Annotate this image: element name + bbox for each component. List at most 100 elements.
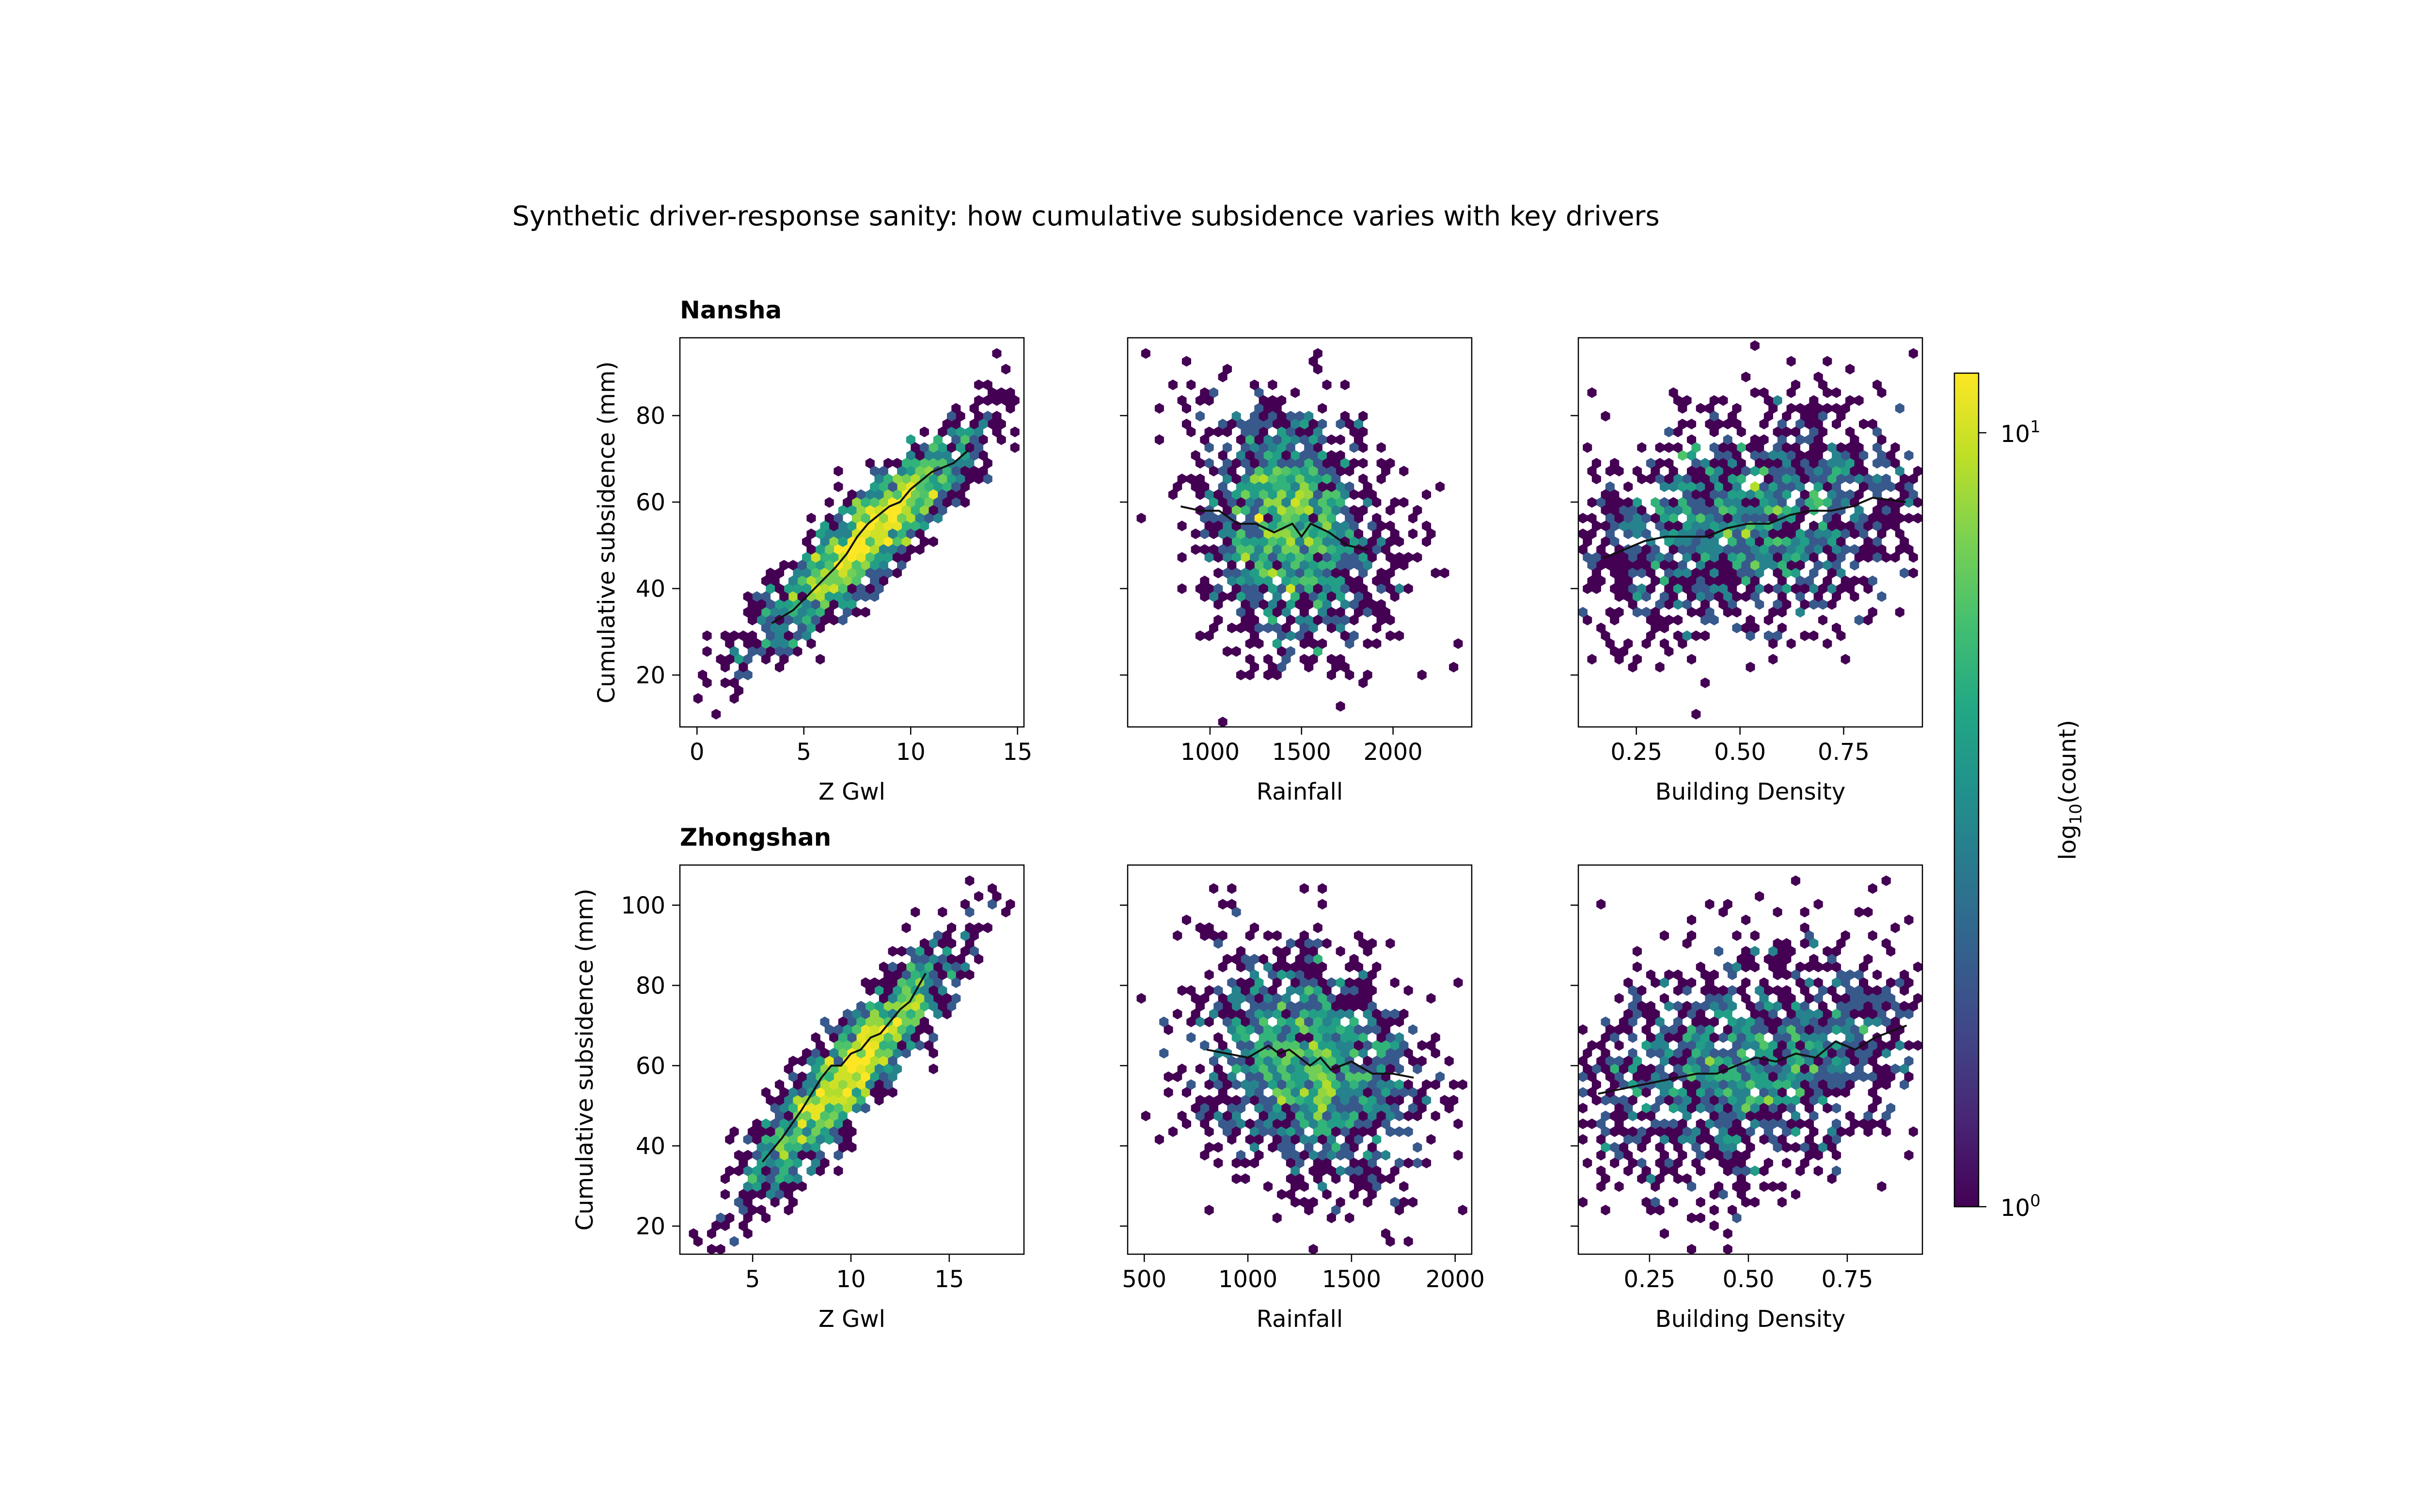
hex-cell	[1177, 395, 1187, 406]
hex-cell	[1286, 1001, 1295, 1012]
hex-cell	[1700, 969, 1710, 980]
hex-cell	[1591, 457, 1601, 469]
hex-cell	[1804, 1134, 1814, 1145]
hex-cell	[1750, 450, 1760, 461]
hex-cell	[856, 1079, 866, 1090]
hex-cell	[924, 961, 934, 973]
hex-cell	[1732, 1181, 1742, 1192]
hex-cell	[1709, 505, 1719, 516]
hex-cell	[1281, 560, 1291, 571]
hex-cell	[1709, 410, 1719, 422]
hex-cell	[1664, 520, 1674, 532]
hex-cell	[1286, 969, 1295, 980]
hex-cell	[1431, 1048, 1440, 1059]
hex-cell	[1623, 1008, 1633, 1020]
hex-cell	[1263, 622, 1273, 633]
hex-cell	[1431, 1110, 1440, 1121]
hex-cell	[865, 552, 875, 563]
hex-cell	[1259, 985, 1268, 996]
hex-cell	[1741, 1197, 1751, 1208]
hex-cell	[1336, 481, 1345, 492]
hex-cell	[1773, 1032, 1782, 1043]
hex-cell	[824, 607, 834, 618]
hex-cell	[784, 1126, 793, 1137]
hex-cell	[1782, 1157, 1792, 1168]
hex-cell	[1623, 513, 1633, 524]
hex-cell	[734, 654, 743, 665]
hex-cell	[1591, 552, 1601, 563]
hex-cell	[1872, 520, 1882, 532]
hex-cell	[1268, 1142, 1277, 1153]
hex-cell	[1881, 520, 1891, 532]
hex-cell	[1286, 1126, 1295, 1137]
hex-cell	[1326, 560, 1336, 571]
hex-cell	[951, 434, 961, 445]
hex-cell	[811, 614, 820, 626]
hex-cell	[1628, 662, 1637, 673]
hex-cell	[897, 560, 907, 571]
hex-cell	[1313, 646, 1322, 657]
hex-cell	[1736, 1079, 1746, 1090]
hex-cell	[1596, 1150, 1606, 1161]
hex-cell	[770, 638, 780, 649]
hex-cell	[1628, 1110, 1637, 1121]
hex-cell	[1682, 473, 1692, 485]
hex-cell	[824, 1102, 834, 1114]
hex-cell	[1322, 473, 1332, 485]
hex-cell	[1385, 1173, 1395, 1184]
hex-cell	[1254, 450, 1264, 461]
hex-cell	[1628, 1063, 1637, 1074]
hex-cell	[1195, 410, 1205, 422]
hex-cell	[1223, 1016, 1232, 1027]
hex-cell	[793, 583, 802, 594]
hex-cell	[1231, 1016, 1241, 1027]
hex-cell	[924, 497, 934, 508]
hex-cell	[1290, 977, 1300, 988]
hex-cell	[1250, 1063, 1259, 1074]
hex-cell	[1223, 1001, 1232, 1012]
hex-cell	[824, 513, 834, 524]
hex-cell	[1682, 985, 1692, 996]
hex-cell	[1385, 614, 1395, 626]
hex-cell	[1349, 536, 1359, 547]
hex-cell	[747, 646, 757, 657]
hex-cell	[761, 638, 771, 649]
hex-cell	[1641, 1134, 1651, 1145]
hex-cell	[1804, 1024, 1814, 1035]
hex-cell	[1290, 466, 1300, 477]
axes-frame	[1127, 864, 1473, 1255]
hex-cell	[1299, 883, 1309, 894]
hex-cell	[1723, 1228, 1732, 1239]
hex-cell	[806, 1055, 816, 1067]
hex-cell	[1583, 1048, 1592, 1059]
hex-cell	[1200, 1040, 1210, 1051]
hex-cell	[1696, 1134, 1705, 1145]
hex-cell	[1177, 1110, 1187, 1121]
hex-cell	[1195, 395, 1205, 406]
hex-cell	[693, 693, 703, 704]
hex-cell	[1259, 954, 1268, 965]
hex-cell	[1250, 1001, 1259, 1012]
hex-cell	[1353, 993, 1363, 1004]
hex-cell	[1390, 1166, 1400, 1177]
hex-cell	[1827, 583, 1837, 594]
hex-cell	[747, 614, 757, 626]
hex-cell	[1823, 466, 1832, 477]
hex-cell	[806, 1150, 816, 1161]
hex-cell	[1367, 489, 1377, 500]
hex-cell	[1340, 1079, 1350, 1090]
hex-cell	[901, 552, 911, 563]
hex-cell	[1277, 567, 1287, 579]
hex-cell	[1318, 1166, 1327, 1177]
hex-cell	[906, 977, 915, 988]
hex-cell	[1299, 434, 1309, 445]
hex-cell	[1304, 1095, 1314, 1106]
hex-cell	[1736, 536, 1746, 547]
hex-cell	[1660, 560, 1669, 571]
hex-cell	[1895, 513, 1904, 524]
hex-cell	[747, 599, 757, 610]
hex-cell	[874, 985, 884, 996]
hex-cell	[974, 922, 984, 933]
hex-cell	[1610, 583, 1620, 594]
hex-cell	[1268, 1063, 1277, 1074]
